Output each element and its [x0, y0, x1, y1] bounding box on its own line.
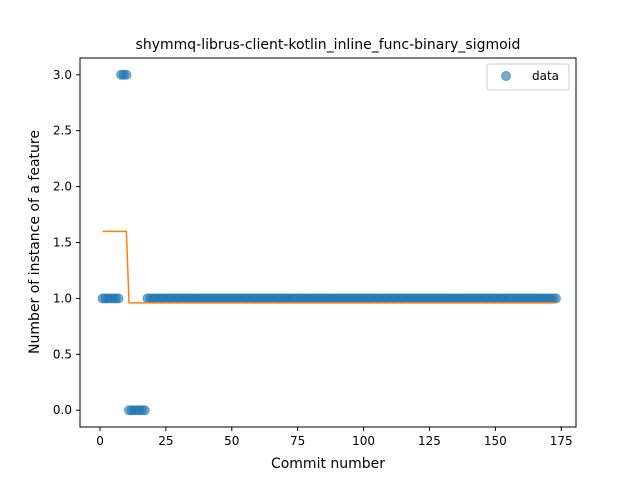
legend: data [486, 63, 570, 91]
y-tick-label: 0.5 [53, 347, 72, 361]
x-tick-label: 175 [550, 434, 573, 448]
legend-box [486, 63, 570, 91]
data-point [113, 293, 124, 304]
legend-label-data: data [532, 69, 559, 83]
fit-line [102, 230, 556, 304]
x-tick-label: 50 [224, 434, 239, 448]
y-tick-label: 2.5 [53, 124, 72, 138]
legend-marker-data [501, 71, 511, 81]
x-tick-label: 25 [158, 434, 173, 448]
y-tick-label: 1.5 [53, 236, 72, 250]
x-tick-label: 125 [418, 434, 441, 448]
plot-area: 0 25 50 75 100 125 150 175 0.0 0.5 1.0 1.5 2.0 2.5 3.0 [53, 57, 577, 448]
x-tick-label: 150 [484, 434, 507, 448]
data-point [550, 293, 561, 304]
data-point [121, 69, 132, 80]
y-axis-title: Number of instance of a feature [27, 130, 43, 354]
x-tick-label: 0 [96, 434, 104, 448]
x-tick-label: 75 [290, 434, 305, 448]
x-tick-label: 100 [352, 434, 375, 448]
y-tick-label: 0.0 [53, 403, 72, 417]
x-axis-title: Commit number [271, 456, 385, 472]
y-tick-label: 2.0 [53, 180, 72, 194]
y-tick-label: 1.0 [53, 291, 72, 305]
chart-title: shymmq-librus-client-kotlin_inline_func-… [136, 37, 521, 53]
y-tick-label: 3.0 [53, 68, 72, 82]
data-point [139, 405, 150, 416]
